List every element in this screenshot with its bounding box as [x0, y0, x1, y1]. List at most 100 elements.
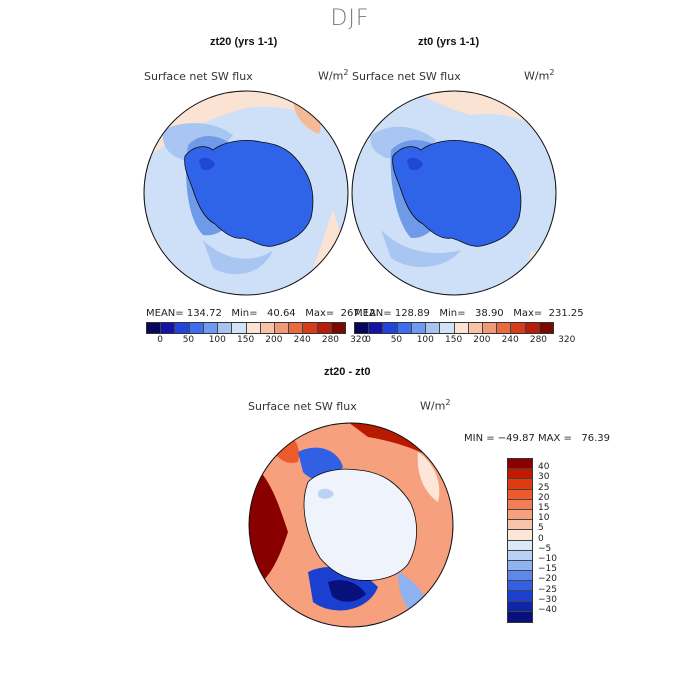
colorbar-swatch	[454, 323, 469, 333]
map-zt20	[143, 90, 349, 296]
colorbar-diff	[507, 458, 533, 623]
panel-title-zt0: zt0 (yrs 1-1)	[418, 36, 480, 48]
colorbar-swatch	[508, 540, 532, 551]
colorbar-tick-label: 150	[237, 335, 255, 345]
colorbar-tick-label: 0	[538, 533, 544, 544]
panel-title-diff: zt20 - zt0	[324, 366, 371, 378]
map-zt0	[351, 90, 557, 296]
colorbar-swatch	[508, 591, 532, 602]
colorbar-swatch	[508, 459, 532, 470]
colorbar-ticks-zt20: 0 50 100 150 200 240 280 320	[146, 335, 367, 349]
ocean-mid-patch-s	[203, 240, 273, 275]
colorbar-swatch	[508, 520, 532, 531]
colorbar-swatch	[508, 560, 532, 572]
colorbar-tick-label: 5	[538, 523, 544, 534]
colorbar-ticks-diff: 40 30 25 20 15 10 5 0 −5 −10 −15 −20 −25 −30 −40	[538, 458, 578, 624]
colorbar-tick-label: 240	[293, 335, 311, 345]
diff-red-nw	[268, 431, 299, 463]
diff-antarctica	[303, 468, 417, 581]
colorbar-swatch	[246, 323, 261, 333]
colorbar-swatch	[539, 323, 554, 333]
diff-darkred-west	[249, 462, 288, 592]
minmax-diff: MIN = −49.87 MAX = 76.39	[464, 433, 611, 444]
colorbar-swatch	[274, 323, 290, 333]
colorbar-tick-label: 0	[157, 335, 163, 345]
antarctica-landmass	[392, 140, 522, 247]
colorbar-tick-label: 100	[208, 335, 226, 345]
colorbar-tick-label: 20	[538, 492, 550, 503]
map-border	[351, 90, 557, 296]
colorbar-tick-label: 200	[473, 335, 491, 345]
colorbar-tick-label: −25	[538, 584, 557, 595]
colorbar-swatch	[508, 530, 532, 541]
colorbar-tick-label: 30	[538, 472, 550, 483]
colorbar-tick-label: 280	[529, 335, 548, 345]
colorbar-swatch	[317, 323, 332, 333]
map-border	[248, 422, 454, 628]
colorbar-tick-label: −10	[538, 554, 557, 564]
colorbar-swatch	[525, 323, 540, 333]
colorbar-swatch	[331, 323, 346, 333]
variable-label-zt20: Surface net SW flux	[144, 70, 253, 83]
panel-title-zt20: zt20 (yrs 1-1)	[210, 36, 278, 48]
colorbar-swatch	[369, 323, 384, 333]
antarctica-dark-patch	[199, 157, 215, 171]
colorbar-tick-label: 0	[365, 335, 371, 345]
colorbar-swatch	[508, 581, 532, 592]
colorbar-swatch	[147, 323, 162, 333]
colorbar-tick-label: 50	[390, 335, 403, 345]
colorbar-tick-label: 40	[538, 462, 550, 473]
colorbar-swatch	[497, 323, 512, 333]
colorbar-tick-label: 200	[265, 335, 283, 345]
map-border	[143, 90, 349, 296]
colorbar-swatch	[508, 611, 532, 622]
colorbar-swatch	[426, 323, 441, 333]
antarctica-landmass	[184, 140, 314, 247]
units-label-zt0: W/m2	[524, 68, 555, 83]
colorbar-swatch	[508, 479, 532, 490]
colorbar-swatch	[508, 489, 532, 500]
colorbar-tick-label: 10	[538, 513, 550, 524]
colorbar-swatch	[482, 323, 498, 333]
colorbar-swatch	[508, 601, 532, 612]
season-title: DJF	[330, 6, 370, 31]
colorbar-tick-label: −40	[538, 605, 557, 615]
colorbar-zt20	[146, 322, 346, 334]
colorbar-tick-label: 320	[350, 335, 368, 345]
colorbar-swatch	[508, 550, 532, 561]
colorbar-swatch	[508, 499, 532, 510]
colorbar-tick-label: −15	[538, 564, 557, 575]
colorbar-tick-label: 100	[416, 335, 434, 345]
colorbar-swatch	[289, 323, 304, 333]
colorbar-tick-label: 25	[538, 482, 550, 493]
colorbar-swatch	[203, 323, 219, 333]
colorbar-swatch	[161, 323, 176, 333]
colorbar-swatch	[508, 469, 532, 480]
warm-patch-ne	[293, 98, 321, 134]
colorbar-swatch	[189, 323, 204, 333]
colorbar-swatch	[508, 509, 532, 521]
colorbar-tick-label: 15	[538, 503, 550, 513]
stats-zt0: MEAN= 128.89 Min= 38.90 Max= 231.25	[354, 308, 584, 319]
map-diff	[248, 422, 454, 628]
colorbar-zt0	[354, 322, 554, 334]
diff-darkblue-south	[328, 580, 366, 602]
variable-label-zt0: Surface net SW flux	[352, 70, 461, 83]
colorbar-swatch	[508, 571, 532, 582]
diff-antarctica-patch	[318, 488, 334, 499]
units-label-diff: W/m2	[420, 398, 451, 413]
colorbar-swatch	[260, 323, 275, 333]
colorbar-tick-label: 240	[501, 335, 519, 345]
colorbar-tick-label: 280	[321, 335, 340, 345]
colorbar-swatch	[468, 323, 483, 333]
colorbar-swatch	[175, 323, 190, 333]
colorbar-swatch	[511, 323, 526, 333]
colorbar-swatch	[303, 323, 318, 333]
colorbar-swatch	[218, 323, 233, 333]
diff-light-ne	[417, 452, 440, 502]
colorbar-swatch	[411, 323, 427, 333]
colorbar-swatch	[383, 323, 398, 333]
colorbar-swatch	[397, 323, 412, 333]
colorbar-tick-label: 150	[445, 335, 463, 345]
antarctica-dark-patch	[407, 157, 423, 171]
